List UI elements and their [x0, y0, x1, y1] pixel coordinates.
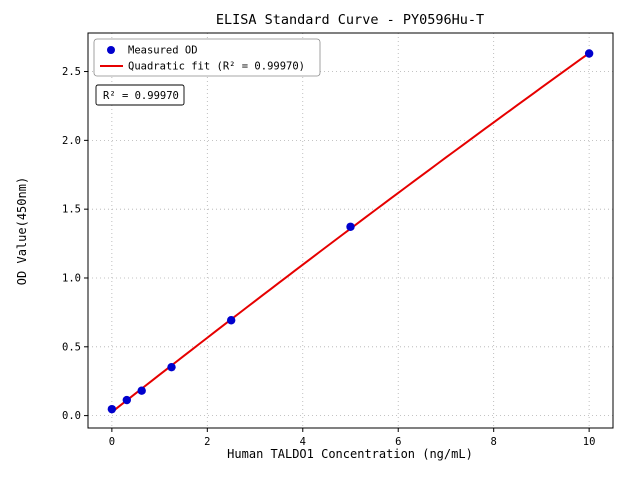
x-axis-label: Human TALDO1 Concentration (ng/mL) [227, 447, 473, 461]
y-axis-label: OD Value(450nm) [15, 177, 29, 285]
y-tick-label: 2.0 [62, 135, 81, 147]
axis-ticks: 0 2 4 6 8 10 0.0 0.5 1.0 1.5 2.0 2.5 [62, 66, 595, 448]
legend-box [93, 38, 321, 77]
x-tick-label: 8 [491, 436, 497, 448]
y-tick-label: 1.0 [62, 272, 81, 284]
data-point [107, 404, 117, 414]
r-squared-text: R² = 0.99970 [103, 90, 179, 102]
x-tick-label: 0 [109, 436, 115, 448]
plot-border [87, 32, 614, 429]
x-tick-label: 4 [300, 436, 306, 448]
r-squared-annotation: R² = 0.99970 [95, 84, 185, 106]
data-series [107, 49, 594, 414]
x-tick-label: 6 [395, 436, 401, 448]
x-tick-label: 2 [204, 436, 210, 448]
legend-marker-measured-od-icon [107, 46, 115, 54]
y-tick-label: 1.5 [62, 204, 81, 216]
data-point [584, 49, 594, 58]
legend: Measured OD Quadratic fit (R² = 0.99970) [93, 38, 321, 77]
legend-label-quadratic-fit: Quadratic fit (R² = 0.99970) [128, 61, 305, 73]
y-tick-label: 0.0 [62, 410, 81, 422]
y-tick-label: 0.5 [62, 341, 81, 353]
data-point [346, 222, 355, 231]
data-point [226, 316, 236, 325]
legend-label-measured-od: Measured OD [128, 45, 198, 57]
y-tick-label: 2.5 [62, 66, 81, 78]
data-point [122, 395, 131, 405]
chart-title: ELISA Standard Curve - PY0596Hu-T [216, 12, 484, 28]
data-point [167, 362, 176, 372]
data-point [137, 386, 146, 395]
x-tick-label: 10 [583, 436, 596, 448]
r-squared-box [95, 84, 185, 106]
